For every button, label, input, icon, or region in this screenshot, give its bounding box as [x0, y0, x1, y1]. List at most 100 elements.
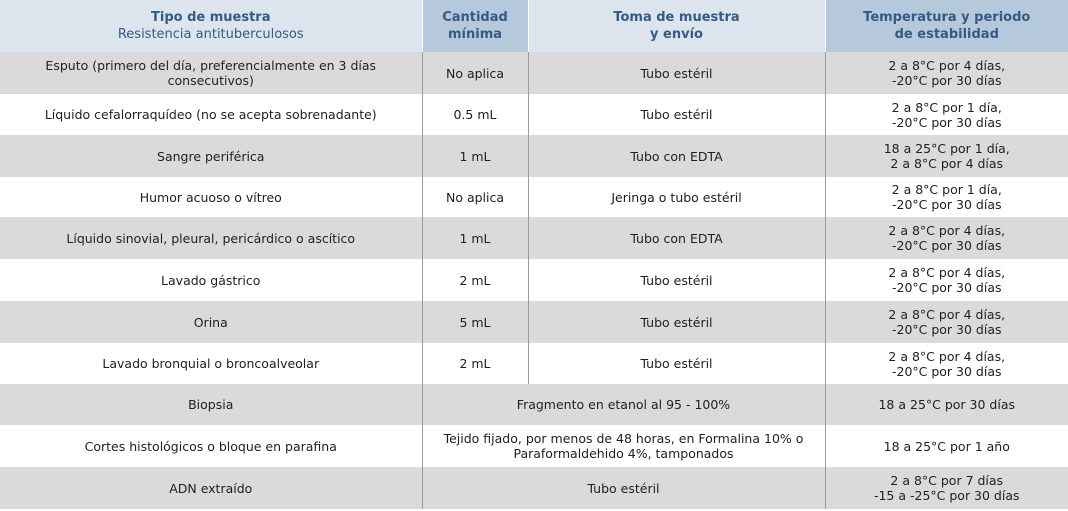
table-row: Lavado gástrico 2 mL Tubo estéril 2 a 8°C p…	[0, 259, 1068, 301]
cell-tipo-muestra-text: Orina	[193, 314, 228, 330]
cell-tipo-muestra: Humor acuoso o vítreo	[0, 177, 423, 217]
table-row: Biopsia Fragmento en etanol al 95 - 100% 1…	[0, 384, 1068, 425]
cell-tipo-muestra: Líquido sinovial, pleural, pericárdico o…	[0, 217, 423, 259]
table-row: Líquido cefalorraquídeo (no se acepta so…	[0, 94, 1068, 135]
cell-cantidad: No aplica	[422, 52, 529, 94]
cell-temperatura-text: 2 a 8°C por 1 día,	[891, 99, 1002, 115]
cell-cantidad: 0.5 mL	[422, 94, 529, 135]
header-subtitle: Resistencia antituberculosos	[117, 27, 304, 42]
cell-cantidad: 2 mL	[422, 343, 529, 384]
cell-temperatura-text: 18 a 25°C por 1 año	[883, 438, 1010, 454]
cell-toma-envio-merged-text: Tubo estéril	[587, 480, 660, 496]
cell-toma-envio-merged-text: Tejido fijado, por menos de 48 horas, en…	[443, 431, 804, 446]
cell-toma-envio: Tubo estéril	[528, 259, 826, 301]
cell-toma-envio-merged: Fragmento en etanol al 95 - 100%	[422, 384, 826, 425]
cell-temperatura-text: 2 a 8°C por 7 días	[890, 473, 1004, 488]
header-line: mínima	[447, 27, 503, 42]
cell-temperatura-text: -20°C por 30 días	[891, 280, 1002, 295]
cell-tipo-muestra-text: Esputo (primero del día, preferencialmen…	[45, 58, 377, 73]
cell-toma-envio: Tubo estéril	[528, 301, 826, 343]
cell-temperatura: 18 a 25°C por 1 año	[825, 425, 1068, 467]
cell-temperatura: 18 a 25°C por 1 día, 2 a 8°C por 4 días	[825, 135, 1068, 177]
cell-tipo-muestra: Esputo (primero del día, preferencialmen…	[0, 52, 423, 94]
cell-toma-envio: Tubo estéril	[528, 94, 826, 135]
table-row: Esputo (primero del día, preferencialmen…	[0, 52, 1068, 94]
cell-tipo-muestra: ADN extraído	[0, 467, 423, 509]
cell-tipo-muestra: Lavado bronquial o broncoalveolar	[0, 343, 423, 384]
cell-tipo-muestra-text: Sangre periférica	[157, 148, 265, 164]
table-row: Orina 5 mL Tubo estéril 2 a 8°C por 4 días,…	[0, 301, 1068, 343]
cell-tipo-muestra-text: Lavado bronquial o broncoalveolar	[102, 356, 320, 371]
cell-tipo-muestra-text: Líquido cefalorraquídeo (no se acepta so…	[44, 107, 377, 122]
cell-cantidad: 1 mL	[422, 135, 529, 177]
table-row: ADN extraído Tubo estéril 2 a 8°C por 7 dí…	[0, 467, 1068, 509]
table-row: Sangre periférica 1 mL Tubo con EDTA 18 a 2…	[0, 135, 1068, 177]
header-cantidad-minima: Cantidad mínima	[422, 0, 529, 52]
cell-tipo-muestra-text: Lavado gástrico	[161, 272, 261, 288]
table-row: Líquido sinovial, pleural, pericárdico o…	[0, 217, 1068, 259]
cell-temperatura-text: 2 a 8°C por 4 días,	[888, 265, 1006, 280]
cell-temperatura: 2 a 8°C por 4 días, -20°C por 30 días	[825, 343, 1068, 384]
table-body: Esputo (primero del día, preferencialmen…	[0, 52, 1068, 509]
cell-temperatura: 2 a 8°C por 7 días -15 a -25°C por 30 día…	[825, 467, 1068, 509]
cell-toma-envio-merged: Tejido fijado, por menos de 48 horas, en…	[422, 425, 826, 467]
cell-tipo-muestra: Lavado gástrico	[0, 259, 423, 301]
cell-temperatura-text: 2 a 8°C por 4 días,	[888, 223, 1006, 238]
cell-temperatura: 2 a 8°C por 4 días, -20°C por 30 días	[825, 301, 1068, 343]
cell-temperatura-text: -20°C por 30 días	[891, 322, 1002, 337]
cell-temperatura-text: 2 a 8°C por 4 días,	[888, 58, 1006, 73]
cell-temperatura-text: -20°C por 30 días	[891, 363, 1002, 379]
cell-temperatura-text: -20°C por 30 días	[891, 73, 1002, 88]
cell-toma-envio: Tubo estéril	[528, 52, 826, 94]
cell-toma-envio-merged-text: Fragmento en etanol al 95 - 100%	[516, 397, 731, 412]
cell-temperatura: 2 a 8°C por 1 día, -20°C por 30 días	[825, 94, 1068, 135]
table-row: Humor acuoso o vítreo No aplica Jeringa o …	[0, 177, 1068, 217]
header-line: Toma de muestra	[613, 10, 740, 25]
header-temperatura: Temperatura y periodo de estabilidad	[825, 0, 1068, 52]
cell-tipo-muestra: Orina	[0, 301, 423, 343]
cell-tipo-muestra: Sangre periférica	[0, 135, 423, 177]
cell-cantidad: 5 mL	[422, 301, 529, 343]
cell-temperatura-text: -20°C por 30 días	[891, 197, 1002, 212]
cell-tipo-muestra-text: Humor acuoso o vítreo	[139, 189, 282, 205]
header-tipo-muestra: Tipo de muestra Resistencia antitubercul…	[0, 0, 423, 52]
cell-tipo-muestra-text: ADN extraído	[169, 480, 253, 496]
header-line: de estabilidad	[894, 27, 999, 42]
cell-toma-envio: Tubo con EDTA	[528, 217, 826, 259]
cell-temperatura-text: 2 a 8°C por 4 días	[890, 156, 1004, 171]
cell-temperatura: 2 a 8°C por 4 días, -20°C por 30 días	[825, 52, 1068, 94]
cell-cantidad: 1 mL	[422, 217, 529, 259]
cell-tipo-muestra-text: Biopsia	[188, 397, 234, 412]
cell-temperatura: 2 a 8°C por 4 días, -20°C por 30 días	[825, 259, 1068, 301]
cell-temperatura-text: 2 a 8°C por 1 día,	[891, 182, 1002, 197]
cell-temperatura-text: -20°C por 30 días	[891, 114, 1002, 130]
cell-temperatura: 18 a 25°C por 30 días	[825, 384, 1068, 425]
cell-temperatura-text: 2 a 8°C por 4 días,	[888, 307, 1006, 322]
cell-toma-envio-merged-text: Paraformaldehido 4%, tamponados	[513, 446, 734, 461]
cell-cantidad: No aplica	[422, 177, 529, 217]
cell-temperatura-text: -20°C por 30 días	[891, 238, 1002, 253]
cell-tipo-muestra-text: Líquido sinovial, pleural, pericárdico o…	[66, 230, 356, 246]
cell-tipo-muestra: Cortes histológicos o bloque en parafina	[0, 425, 423, 467]
cell-tipo-muestra: Biopsia	[0, 384, 423, 425]
cell-temperatura: 2 a 8°C por 4 días, -20°C por 30 días	[825, 217, 1068, 259]
header-toma-envio: Toma de muestra y envío	[528, 0, 826, 52]
cell-temperatura-text: 18 a 25°C por 30 días	[878, 397, 1016, 412]
header-line: y envío	[650, 27, 703, 42]
cell-temperatura-text: -15 a -25°C por 30 días	[873, 488, 1020, 503]
table-row: Cortes histológicos o bloque en parafina…	[0, 425, 1068, 467]
cell-temperatura-text: 2 a 8°C por 4 días,	[888, 348, 1006, 364]
cell-cantidad: 2 mL	[422, 259, 529, 301]
cell-toma-envio: Tubo estéril	[528, 343, 826, 384]
header-line: Cantidad	[442, 10, 508, 25]
cell-tipo-muestra-text: Cortes histológicos o bloque en parafina	[84, 438, 337, 454]
table-row: Lavado bronquial o broncoalveolar 2 mL Tub…	[0, 343, 1068, 384]
cell-tipo-muestra: Líquido cefalorraquídeo (no se acepta so…	[0, 94, 423, 135]
cell-temperatura-text: 18 a 25°C por 1 día,	[883, 141, 1010, 156]
cell-temperatura: 2 a 8°C por 1 día, -20°C por 30 días	[825, 177, 1068, 217]
header-row: Tipo de muestra Resistencia antitubercul…	[0, 0, 1068, 52]
header-title: Tipo de muestra	[151, 10, 271, 25]
header-line: Temperatura y periodo	[863, 10, 1031, 25]
cell-toma-envio: Jeringa o tubo estéril	[528, 177, 826, 217]
